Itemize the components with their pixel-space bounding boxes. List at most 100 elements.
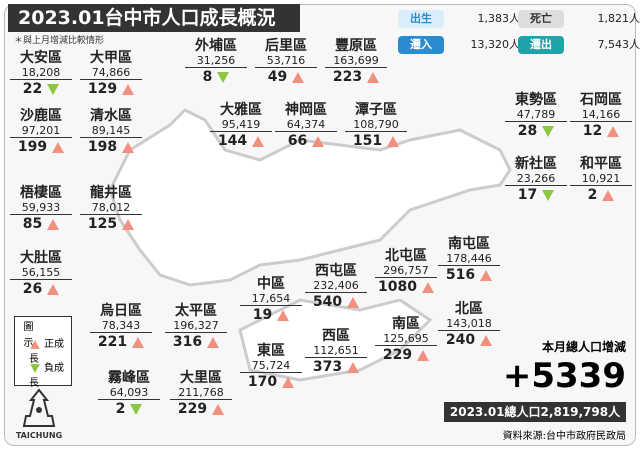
trend-icon bbox=[480, 269, 493, 281]
district-name: 和平區 bbox=[580, 156, 622, 172]
legend-title: 圖示 bbox=[21, 321, 32, 353]
district-name: 大甲區 bbox=[90, 50, 132, 66]
district: 梧棲區 59,933 85 bbox=[10, 185, 72, 234]
district-population: 78,012 bbox=[80, 201, 142, 215]
district-name: 烏日區 bbox=[100, 303, 142, 319]
district-name: 新社區 bbox=[515, 156, 557, 172]
district-name: 潭子區 bbox=[355, 102, 397, 118]
trend-icon bbox=[480, 334, 493, 346]
district-population: 31,256 bbox=[185, 54, 247, 68]
change-value: 151 bbox=[352, 133, 383, 149]
trend-icon bbox=[212, 403, 225, 415]
district-change: 17 bbox=[505, 186, 567, 205]
district-population: 143,018 bbox=[438, 317, 500, 331]
district-change: 151 bbox=[345, 132, 407, 151]
trend-icon bbox=[122, 218, 135, 230]
district-population: 14,166 bbox=[570, 108, 632, 122]
district-name: 太平區 bbox=[175, 303, 217, 319]
change-value: 66 bbox=[287, 133, 308, 149]
trend-icon bbox=[312, 135, 325, 147]
district-name: 后里區 bbox=[265, 38, 307, 54]
trend-icon bbox=[607, 125, 620, 137]
change-value: 170 bbox=[247, 374, 278, 390]
change-value: 229 bbox=[177, 401, 208, 417]
district-name: 南區 bbox=[392, 316, 420, 332]
district-change: 28 bbox=[505, 122, 567, 141]
stat-label: 死亡 bbox=[518, 10, 564, 28]
trend-icon bbox=[52, 141, 65, 153]
trend-icon bbox=[122, 141, 135, 153]
trend-icon bbox=[292, 71, 305, 83]
district-name: 清水區 bbox=[90, 108, 132, 124]
stat-value: 13,320人 bbox=[470, 38, 521, 51]
district: 太平區 196,327 316 bbox=[165, 303, 227, 352]
district: 外埔區 31,256 8 bbox=[185, 38, 247, 87]
district-change: 19 bbox=[240, 306, 302, 325]
change-value: 221 bbox=[97, 334, 128, 350]
stat: 遷入 13,320人 bbox=[398, 36, 520, 54]
district-population: 112,651 bbox=[305, 344, 367, 358]
district: 南區 125,695 229 bbox=[375, 316, 437, 365]
trend-icon bbox=[132, 336, 145, 348]
district-name: 西屯區 bbox=[315, 263, 357, 279]
stat-value: 1,383人 bbox=[477, 12, 521, 25]
district: 西屯區 232,406 540 bbox=[305, 263, 367, 312]
change-value: 28 bbox=[517, 123, 538, 139]
change-value: 2 bbox=[587, 187, 598, 203]
district: 大肚區 56,155 26 bbox=[10, 250, 72, 299]
district-name: 豐原區 bbox=[335, 38, 377, 54]
district: 新社區 23,266 17 bbox=[505, 156, 567, 205]
trend-icon bbox=[542, 189, 555, 201]
district-change: 1080 bbox=[375, 278, 437, 297]
district-change: 26 bbox=[10, 280, 72, 299]
change-value: 8 bbox=[202, 69, 213, 85]
title: 2023.01台中市人口成長概況 bbox=[8, 4, 300, 32]
change-value: 85 bbox=[22, 216, 43, 232]
stat-value: 1,821人 bbox=[597, 12, 640, 25]
district-change: 229 bbox=[170, 400, 232, 419]
change-value: 19 bbox=[252, 307, 273, 323]
district-change: 223 bbox=[325, 68, 387, 87]
district-name: 石岡區 bbox=[580, 92, 622, 108]
district: 后里區 53,716 49 bbox=[255, 38, 317, 87]
trend-icon bbox=[277, 309, 290, 321]
change-value: 12 bbox=[582, 123, 603, 139]
district-change: 240 bbox=[438, 331, 500, 350]
change-value: 316 bbox=[172, 334, 203, 350]
district-name: 神岡區 bbox=[285, 102, 327, 118]
stat: 死亡 1,821人 bbox=[518, 10, 640, 28]
district-population: 78,343 bbox=[90, 319, 152, 333]
district: 北屯區 296,757 1080 bbox=[375, 248, 437, 297]
district-name: 東區 bbox=[257, 343, 285, 359]
district-population: 64,374 bbox=[275, 118, 337, 132]
district-name: 梧棲區 bbox=[20, 185, 62, 201]
district-change: 516 bbox=[438, 266, 500, 285]
legend-label: 負成長 bbox=[29, 363, 64, 389]
district: 豐原區 163,699 223 bbox=[325, 38, 387, 87]
district: 大里區 211,768 229 bbox=[170, 370, 232, 419]
district-population: 53,716 bbox=[255, 54, 317, 68]
change-value: 125 bbox=[87, 216, 118, 232]
district-name: 大肚區 bbox=[20, 250, 62, 266]
logo: TAICHUNG bbox=[16, 388, 62, 440]
district-population: 296,757 bbox=[375, 264, 437, 278]
district-population: 75,724 bbox=[240, 359, 302, 373]
district: 霧峰區 64,093 2 bbox=[98, 370, 160, 419]
trend-icon bbox=[282, 376, 295, 388]
district-change: 2 bbox=[98, 400, 160, 419]
change-value: 144 bbox=[217, 133, 248, 149]
district-population: 97,201 bbox=[10, 124, 72, 138]
district: 和平區 10,921 2 bbox=[570, 156, 632, 205]
district: 東勢區 47,789 28 bbox=[505, 92, 567, 141]
district-change: 540 bbox=[305, 293, 367, 312]
district-population: 64,093 bbox=[98, 386, 160, 400]
district-change: 144 bbox=[210, 132, 272, 151]
trend-icon bbox=[130, 403, 143, 415]
district-population: 125,695 bbox=[375, 332, 437, 346]
district-name: 北區 bbox=[455, 301, 483, 317]
logo-text: TAICHUNG bbox=[16, 431, 62, 440]
district: 石岡區 14,166 12 bbox=[570, 92, 632, 141]
district-change: 199 bbox=[10, 138, 72, 157]
trend-icon bbox=[347, 296, 360, 308]
